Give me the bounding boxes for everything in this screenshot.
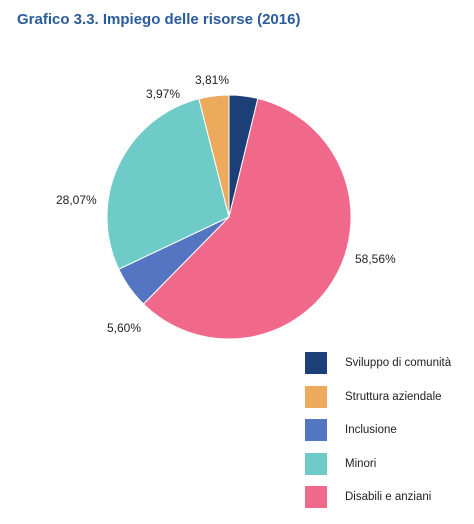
legend-swatch-inclusione bbox=[305, 419, 327, 441]
legend-label-disabili: Disabili e anziani bbox=[345, 491, 432, 503]
legend-item-sviluppo: Sviluppo di comunità bbox=[305, 352, 451, 374]
legend-item-struttura: Struttura aziendale bbox=[305, 385, 451, 408]
slice-label-sviluppo: 3,81% bbox=[195, 73, 230, 87]
legend-item-inclusione: Inclusione bbox=[305, 419, 451, 441]
legend-label-struttura: Struttura aziendale bbox=[345, 390, 442, 403]
pie-slice-disabili bbox=[142, 97, 352, 340]
chart-legend: Sviluppo di comunità Struttura aziendale… bbox=[305, 352, 451, 520]
pie-slice-struttura bbox=[198, 94, 230, 218]
legend-swatch-disabili bbox=[305, 486, 327, 508]
legend-item-minori: Minori bbox=[305, 452, 451, 475]
legend-label-inclusione: Inclusione bbox=[345, 424, 397, 436]
legend-item-disabili: Disabili e anziani bbox=[305, 486, 451, 508]
pie-slice-minori bbox=[106, 98, 230, 270]
legend-label-minori: Minori bbox=[345, 457, 377, 470]
legend-swatch-minori bbox=[305, 452, 327, 475]
legend-swatch-sviluppo bbox=[305, 352, 327, 374]
slice-label-disabili: 58,56% bbox=[355, 252, 396, 266]
legend-label-sviluppo: Sviluppo di comunità bbox=[345, 357, 452, 369]
slice-label-minori: 28,07% bbox=[56, 193, 97, 207]
legend-swatch-struttura bbox=[305, 385, 327, 408]
chart-title: Grafico 3.3. Impiego delle risorse (2016… bbox=[17, 11, 301, 28]
slice-label-inclusione: 5,60% bbox=[107, 321, 142, 335]
slice-label-struttura: 3,97% bbox=[146, 87, 181, 101]
